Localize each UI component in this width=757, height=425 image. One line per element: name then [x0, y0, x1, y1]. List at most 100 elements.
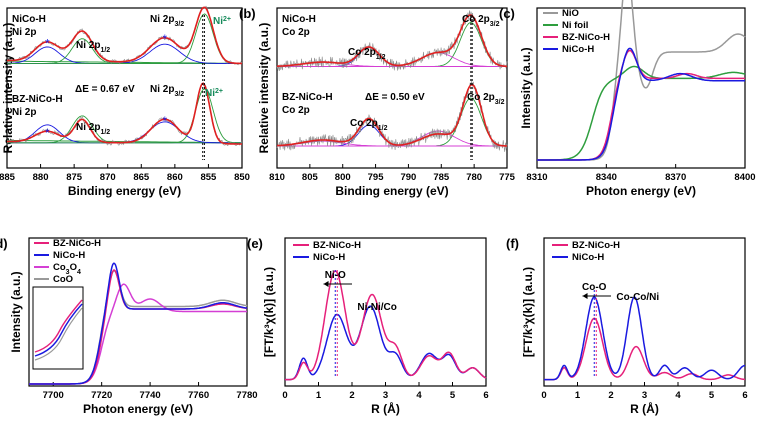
legend-label: NiCo-H [313, 252, 345, 263]
spectrum-line [537, 47, 745, 161]
x-tick-label: 4 [675, 390, 681, 401]
x-tick-label: 7720 [91, 390, 112, 401]
inset-box [32, 286, 84, 370]
fit-line [276, 83, 508, 147]
spectrum-line [537, 65, 746, 161]
y-axis-label: [FT/k³χ(k)] (a.u.) [262, 267, 276, 357]
x-tick-label: 7760 [188, 390, 209, 401]
y-axis-label: Relative intensity (a.u.) [1, 23, 15, 154]
panel-label: (b) [239, 6, 256, 21]
x-axis-label: R (Å) [630, 401, 659, 416]
legend-label: Co3O4 [53, 262, 81, 276]
x-tick-label: 8370 [665, 172, 686, 183]
core-label: Ni 2p [12, 107, 36, 118]
x-tick-label: 3 [383, 390, 388, 401]
component-peak [277, 97, 508, 147]
x-tick-label: 6 [483, 390, 488, 401]
arrow-head [323, 281, 329, 287]
component-peak [7, 115, 242, 144]
x-tick-label: 1 [575, 390, 581, 401]
fit-line [277, 14, 508, 68]
panel-b: (b) 810 805 800 795 790 785 780 775 Binding energ… [239, 6, 516, 198]
y-axis-label: Intensity (a.u.) [9, 271, 23, 352]
core-label: Ni 2p [12, 27, 36, 38]
legend-label: NiO [562, 8, 579, 19]
peak-label: Co 2p1/2 [350, 118, 388, 132]
panel-label: (e) [247, 236, 263, 251]
ion-label: Ni2+ [205, 88, 223, 100]
legend-label: BZ-NiCo-H [313, 240, 361, 251]
shell-label: Co-Co/Ni [616, 292, 659, 303]
x-tick-label: 4 [416, 390, 422, 401]
shell-label: Ni-O [325, 270, 346, 281]
x-tick-label: 8340 [596, 172, 617, 183]
x-tick-label: 775 [499, 172, 516, 183]
legend-label: BZ-NiCo-H [53, 238, 101, 249]
x-tick-label: 800 [335, 172, 351, 183]
ft-line [285, 305, 487, 381]
x-axis-label: Photon energy (eV) [586, 184, 696, 198]
legend-label: NiCo-H [562, 44, 594, 55]
legend-label: Ni foil [562, 20, 588, 31]
panel-label: (f) [506, 236, 519, 251]
peak-label: Ni 2p1/2 [76, 40, 110, 54]
component-peak [7, 13, 242, 64]
x-tick-label: 8310 [526, 172, 547, 183]
x-tick-label: 1 [316, 390, 322, 401]
sample-label: NiCo-H [282, 14, 316, 25]
x-tick-label: 875 [66, 172, 83, 183]
sample-label: NiCo-H [12, 14, 46, 25]
x-tick-label: 7740 [140, 390, 161, 401]
spectrum-line [29, 262, 248, 385]
panel-d: (d) 7700 7720 7740 7760 7780 Photon energy (eV… [0, 236, 258, 416]
x-axis-label: Binding energy (eV) [335, 184, 448, 198]
delta-e-label: ΔE = 0.67 eV [75, 84, 135, 95]
core-label: Co 2p [282, 105, 310, 116]
x-tick-label: 7780 [236, 390, 257, 401]
ft-line [544, 296, 746, 381]
x-tick-label: 860 [167, 172, 183, 183]
x-tick-label: 8400 [734, 172, 755, 183]
shell-label: Ni-Ni/Co [357, 302, 396, 313]
x-tick-label: 7700 [43, 390, 64, 401]
legend-label: CoO [53, 274, 73, 285]
satellite-mark: * [45, 126, 50, 140]
satellite-mark: * [45, 36, 50, 50]
x-tick-label: 5 [709, 390, 715, 401]
ft-line [544, 317, 745, 381]
peak-label: Ni 2p3/2 [150, 84, 184, 98]
x-tick-label: 810 [269, 172, 285, 183]
plot-frame [276, 7, 508, 169]
x-tick-label: 885 [0, 172, 16, 183]
x-axis-label: R (Å) [371, 401, 400, 416]
x-axis-label: Binding energy (eV) [68, 184, 181, 198]
peak-label: Ni 2p3/2 [150, 14, 184, 28]
legend-label: BZ-NiCo-H [572, 240, 620, 251]
y-axis-label: Relative intensity (a.u.) [257, 23, 271, 154]
x-tick-label: 3 [642, 390, 647, 401]
x-tick-label: 0 [282, 390, 287, 401]
component-peak [7, 43, 242, 64]
legend-label: BZ-NiCo-H [562, 32, 610, 43]
ion-label: Ni2+ [213, 16, 231, 28]
x-axis-label: Photon energy (eV) [83, 402, 193, 416]
x-tick-label: 5 [450, 390, 456, 401]
panel-label: (d) [0, 236, 8, 251]
delta-e-label: ΔE = 0.50 eV [365, 92, 425, 103]
ft-line [285, 270, 487, 381]
x-tick-label: 780 [466, 172, 482, 183]
x-tick-label: 870 [100, 172, 116, 183]
spectrum-line [537, 49, 745, 161]
inset-line [34, 299, 83, 353]
shell-label: Co-O [582, 282, 607, 293]
panel-f: (f) 0 1 2 3 4 5 6 R (Å) [FT/k³χ(k)] (a.u.) BZ-NiCo… [506, 236, 748, 416]
x-tick-label: 880 [33, 172, 49, 183]
plot-frame [6, 7, 243, 169]
peak-label: Co 2p3/2 [462, 14, 500, 28]
x-tick-label: 2 [608, 390, 613, 401]
core-label: Co 2p [282, 27, 310, 38]
plot-frame [536, 7, 746, 169]
inset-line [34, 303, 83, 357]
